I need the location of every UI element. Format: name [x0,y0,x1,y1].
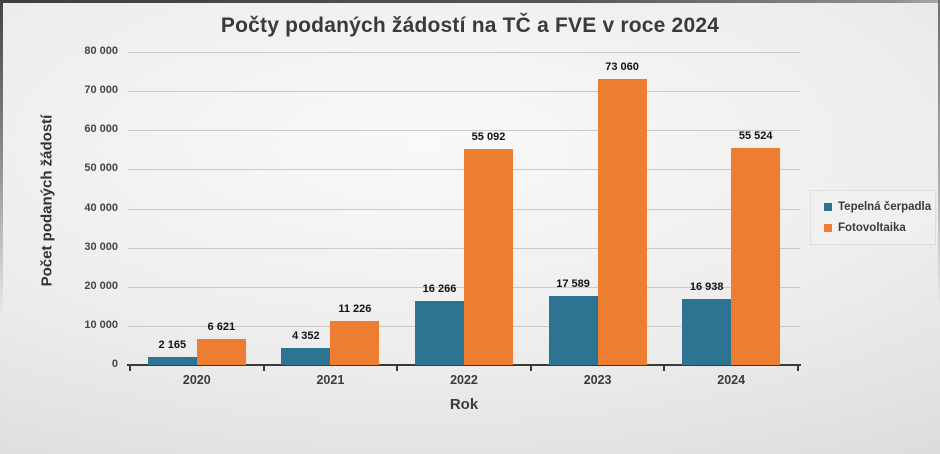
x-axis-tick [129,365,131,371]
x-category-label-2023: 2023 [583,373,612,387]
bar-fotovoltaika-2021 [330,321,380,365]
x-category-label-2024: 2024 [717,373,746,387]
y-tick-label-0: 0 [111,358,118,370]
y-tick-label-10000: 10 000 [84,318,118,331]
x-category-label-2022: 2022 [450,373,478,387]
bar-tepeln-erpadla-2024 [682,298,732,365]
y-tick-label-30000: 30 000 [84,240,118,253]
data-label-tepeln-erpadla-2023: 17 589 [556,278,590,291]
y-tick-label-70000: 70 000 [84,84,118,97]
data-label-tepeln-erpadla-2020: 2 165 [158,338,187,351]
legend-label: Fotovoltaika [838,222,906,234]
data-label-tepeln-erpadla-2024: 16 938 [689,280,724,293]
bar-fotovoltaika-2024 [731,147,781,365]
gridline-60000 [128,130,800,132]
data-label-tepeln-erpadla-2021: 4 352 [292,329,320,342]
legend-swatch-icon [824,224,832,232]
x-axis-tick [529,365,532,371]
bar-tepeln-erpadla-2023 [548,296,598,365]
y-tick-label-60000: 60 000 [84,123,118,136]
legend: Tepelná čerpadla Fotovoltaika [810,190,936,245]
data-label-fotovoltaika-2020: 6 621 [207,321,236,334]
x-axis-tick [797,365,799,371]
gridline-70000 [128,91,800,93]
bar-tepeln-erpadla-2022 [415,301,464,365]
legend-item-tepeln-erpadla: Tepelná čerpadla [824,201,935,213]
y-tick-label-80000: 80 000 [84,45,118,57]
y-tick-label-50000: 50 000 [84,162,118,175]
data-label-fotovoltaika-2021: 11 226 [338,303,372,316]
bar-tepeln-erpadla-2021 [281,347,331,365]
legend-item-fotovoltaika: Fotovoltaika [824,222,935,234]
x-category-label-2021: 2021 [316,373,345,387]
legend-swatch-icon [824,203,832,211]
frame-right-border [938,0,940,454]
data-label-fotovoltaika-2024: 55 524 [738,129,773,142]
y-tick-label-20000: 20 000 [84,279,118,292]
gridline-80000 [128,52,800,53]
x-axis-title: Rok [449,396,479,413]
frame-top-border [0,0,940,3]
y-tick-label-40000: 40 000 [84,201,118,214]
bar-fotovoltaika-2023 [597,79,647,365]
bar-fotovoltaika-2020 [196,339,246,365]
x-category-label-2020: 2020 [182,373,211,387]
x-axis-tick [663,365,666,371]
bar-tepeln-erpadla-2020 [147,356,197,365]
data-label-fotovoltaika-2022: 55 092 [471,131,506,144]
data-label-tepeln-erpadla-2022: 16 266 [422,283,457,296]
chart-title: Počty podaných žádostí na TČ a FVE v roc… [220,14,720,37]
x-axis-tick [396,365,399,371]
data-label-fotovoltaika-2023: 73 060 [605,61,639,74]
x-axis-tick [262,365,265,371]
plot-area: 2 165 4 352 16 266 17 589 16 938 6 621 11 226 5… [127,52,801,371]
frame-left-border [0,0,3,454]
x-axis-line [127,364,801,366]
legend-label: Tepelná čerpadla [838,201,932,213]
bar-fotovoltaika-2022 [464,149,513,365]
